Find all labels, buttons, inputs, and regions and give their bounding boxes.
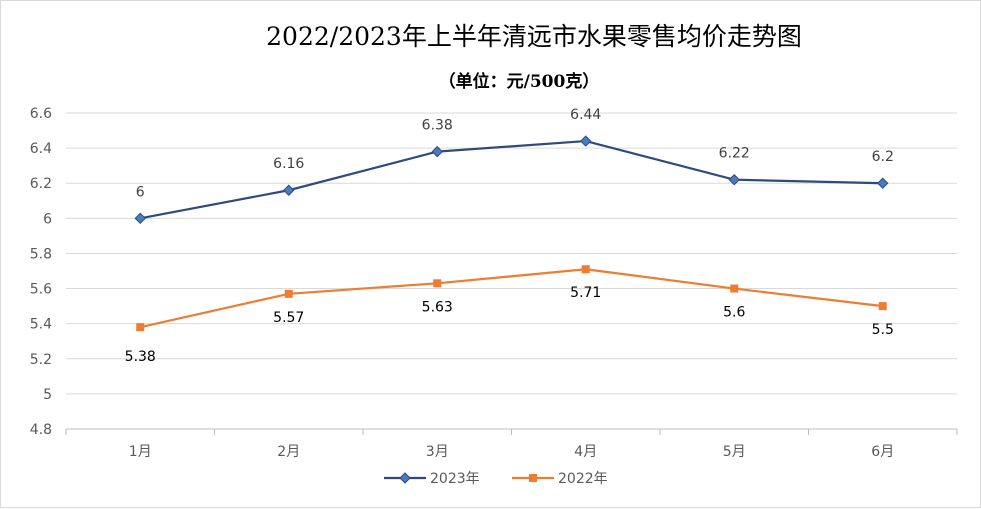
legend-diamond-icon <box>399 472 411 484</box>
chart-title: 2022/2023年上半年清远市水果零售均价走势图 <box>266 22 802 51</box>
data-point <box>134 212 146 225</box>
data-label: 5.5 <box>872 322 894 338</box>
data-label: 6.38 <box>422 118 453 134</box>
data-label: 6.2 <box>872 149 894 165</box>
data-point <box>877 177 889 189</box>
data-point <box>730 284 739 293</box>
y-tick-label: 5.8 <box>30 246 52 262</box>
data-point <box>878 302 887 311</box>
data-label: 5.38 <box>125 349 156 365</box>
legend-label: 2023年 <box>430 471 480 487</box>
x-tick-label: 2月 <box>277 444 300 460</box>
data-point <box>728 174 740 186</box>
y-tick-label: 6.6 <box>30 106 52 122</box>
y-tick-label: 5.4 <box>30 317 52 333</box>
series-line-2023年 <box>140 139 883 220</box>
y-tick-label: 5.2 <box>30 352 52 368</box>
data-point <box>580 135 592 147</box>
data-label: 5.6 <box>723 305 745 321</box>
y-tick-label: 5 <box>43 387 52 403</box>
data-label: 5.63 <box>422 299 453 315</box>
y-tick-label: 6 <box>43 211 52 227</box>
data-label: 5.71 <box>570 285 601 301</box>
data-label: 5.57 <box>273 310 304 326</box>
data-label: 6.16 <box>273 156 304 172</box>
data-label: 6.22 <box>719 146 750 162</box>
data-point <box>433 279 442 288</box>
x-tick-label: 5月 <box>723 444 746 460</box>
x-tick-label: 6月 <box>871 444 894 460</box>
y-tick-label: 5.6 <box>30 282 52 298</box>
data-point <box>284 289 293 298</box>
data-point <box>431 145 443 158</box>
y-tick-label: 6.4 <box>30 141 52 157</box>
data-point <box>136 323 145 332</box>
x-tick-label: 3月 <box>426 444 449 460</box>
data-point <box>283 184 295 196</box>
data-point <box>581 265 590 274</box>
legend-square-icon <box>529 474 537 482</box>
legend-label: 2022年 <box>558 471 608 487</box>
y-tick-label: 6.2 <box>30 176 52 192</box>
x-tick-label: 1月 <box>129 444 152 460</box>
x-tick-label: 4月 <box>574 444 597 460</box>
data-label: 6 <box>136 184 145 200</box>
data-label: 6.44 <box>570 107 601 123</box>
y-tick-label: 4.8 <box>30 422 52 438</box>
series-line-2022年 <box>140 268 883 329</box>
chart-subtitle: （单位：元/500克） <box>439 71 600 92</box>
